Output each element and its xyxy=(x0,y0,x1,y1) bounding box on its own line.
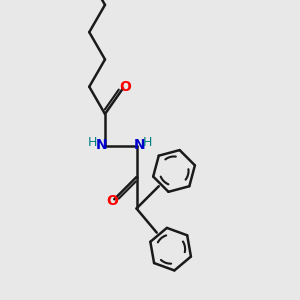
Text: N: N xyxy=(95,138,107,152)
Text: O: O xyxy=(106,194,118,208)
Text: H: H xyxy=(88,136,97,149)
Text: N: N xyxy=(134,138,145,152)
Text: O: O xyxy=(119,80,131,94)
Text: H: H xyxy=(143,136,153,149)
